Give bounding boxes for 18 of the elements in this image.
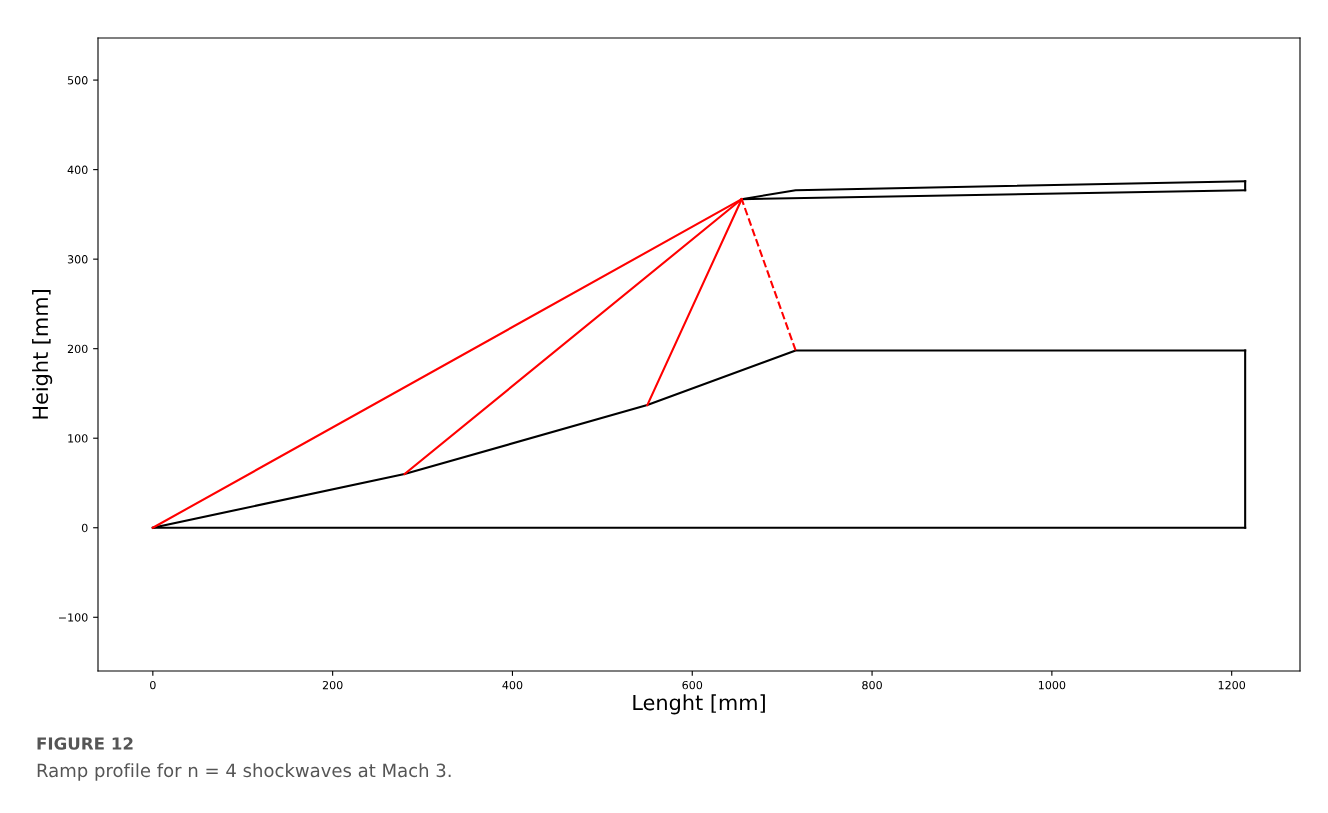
x-tick-label: 800 (862, 680, 882, 690)
y-tick-label: 500 (67, 76, 88, 85)
x-tick-label: 0 (150, 680, 156, 690)
y-tick-label: 100 (68, 434, 88, 443)
y-tick-label: −100 (58, 613, 88, 622)
y-tick-label: 0 (81, 523, 88, 533)
x-tick-label: 1200 (1218, 680, 1246, 690)
x-axis-title: Lenght [mm] (633, 694, 765, 715)
text: Ramp profile for n = 4 shockwaves at Mach 3. (37, 763, 451, 781)
x-tick-label: 200 (322, 680, 343, 690)
y-tick-label: 400 (67, 165, 88, 174)
x-tick-label: 600 (682, 680, 703, 690)
x-tick-label: 400 (502, 680, 523, 690)
y-tick-label: 200 (67, 344, 88, 354)
y-axis-title: Height [mm] (32, 290, 53, 419)
caption: FIGURE 12 (37, 737, 133, 750)
y-tick-label: 300 (67, 255, 88, 264)
x-tick-label: 1000 (1038, 680, 1066, 690)
